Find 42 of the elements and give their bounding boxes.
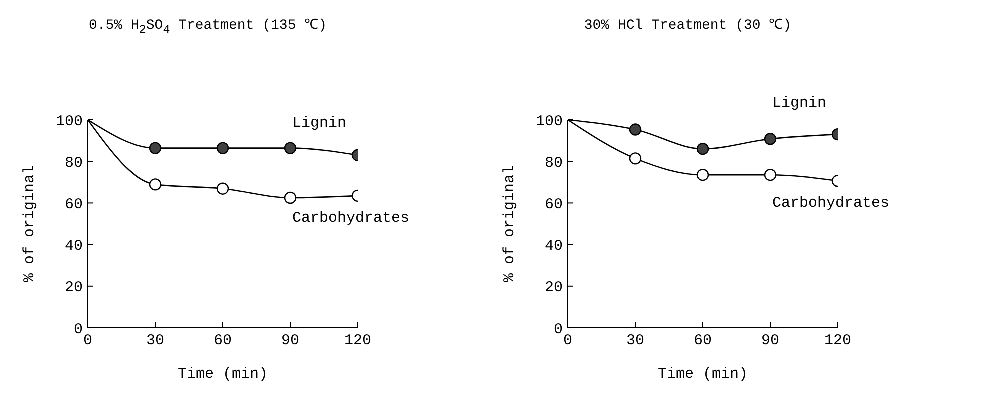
y-tick-label: 0 [554,321,563,338]
x-tick-label: 90 [761,332,780,350]
y-tick-label: 80 [544,154,563,172]
x-axis-title: Time (min) [658,366,748,383]
y-tick-label: 100 [536,113,563,130]
y-tick-label: 20 [64,280,83,297]
y-tick-label: 100 [56,113,83,130]
y-tick-label: 80 [64,154,83,172]
y-tick-label: 0 [74,321,83,338]
point [696,143,710,156]
point [149,142,162,154]
x-tick-label: 120 [824,332,852,350]
x-tick-label: 30 [146,332,165,350]
point [284,142,297,154]
chart-title: 30% HCl Treatment (30 ℃) [583,17,793,34]
x-tick-label: 60 [694,332,712,350]
x-axis-title: Time (min) [178,366,268,383]
y-axis-title: % of original [501,165,518,283]
series-label: Carbohydrates [772,195,890,212]
series-label: Lignin [772,94,827,112]
y-tick-label: 60 [544,196,563,214]
point [764,169,777,182]
point [216,182,230,195]
x-tick-label: 90 [281,332,300,350]
point [284,192,297,204]
point [696,169,710,182]
series-label: Carbohydrates [292,210,410,227]
y-tick-label: 20 [544,280,563,297]
x-tick-label: 120 [344,332,372,350]
point [629,152,642,165]
point [216,142,230,154]
y-tick-label: 60 [64,196,83,214]
point [629,124,642,136]
point [764,133,777,146]
point [149,178,162,191]
y-tick-label: 40 [64,238,83,256]
x-tick-label: 60 [214,332,232,350]
x-tick-label: 30 [626,332,645,350]
chart-title: 0.5% H$_{2}$SO$_{4}$ Treatment (135 ℃) [88,17,328,37]
y-axis-title: % of original [21,165,38,283]
y-tick-label: 40 [544,238,563,256]
series-label: Lignin [292,115,347,132]
